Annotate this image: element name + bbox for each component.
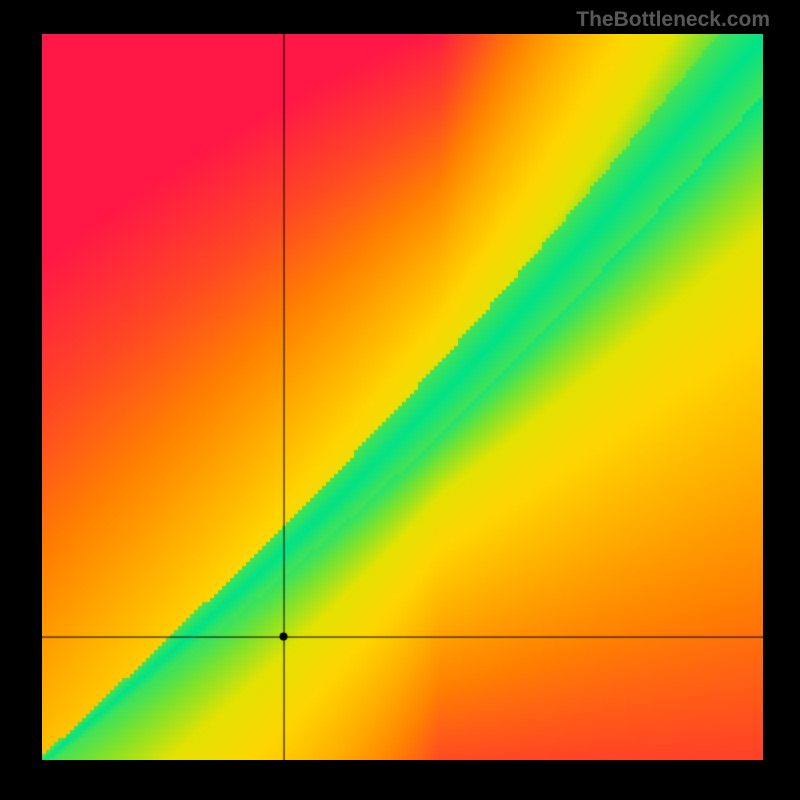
chart-frame: TheBottleneck.com: [0, 0, 800, 800]
heatmap-canvas: [42, 34, 763, 760]
watermark-text: TheBottleneck.com: [576, 8, 770, 32]
heatmap-plot: [42, 34, 763, 760]
